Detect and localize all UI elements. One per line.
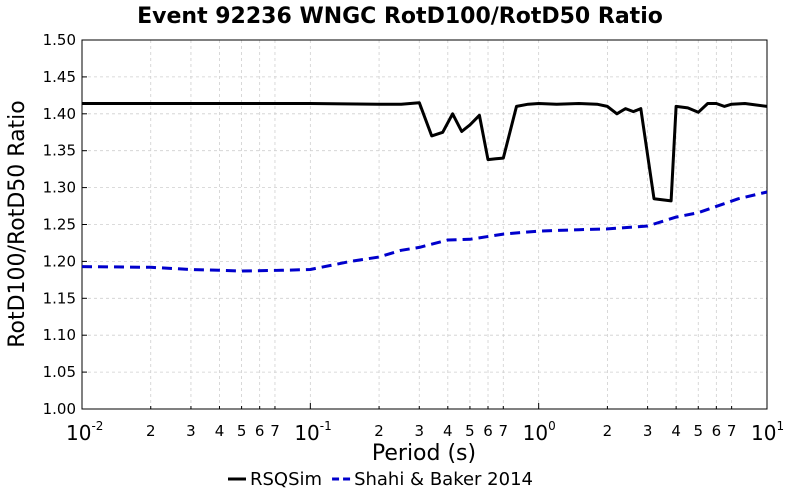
x-tick-label: 101 [751,419,784,445]
x-minor-tick-label: 4 [443,422,453,440]
x-minor-tick-label: 4 [671,422,681,440]
chart-title: Event 92236 WNGC RotD100/RotD50 Ratio [137,4,663,29]
y-tick-label: 1.45 [43,68,76,86]
x-minor-tick-label: 7 [270,422,280,440]
x-minor-tick-label: 5 [693,422,703,440]
x-axis-label: Period (s) [372,441,476,466]
x-minor-tick-label: 3 [186,422,196,440]
legend-label: Shahi & Baker 2014 [354,469,533,490]
x-tick-label: 100 [523,419,556,445]
y-tick-label: 1.50 [43,31,76,49]
x-tick-base: 10 [294,421,319,445]
y-tick-label: 1.40 [43,105,76,123]
series-line-shahi-baker-2014 [81,190,768,273]
x-tick-exponent: -1 [320,419,332,433]
series-line-rsqsim [82,101,768,203]
x-tick-base: 10 [66,421,91,445]
x-minor-tick-label: 3 [643,422,653,440]
x-tick-exponent: -2 [91,419,103,433]
x-minor-tick-label: 3 [415,422,425,440]
grid [81,39,768,410]
x-minor-tick-label: 6 [712,422,722,440]
series-layer [81,101,768,273]
y-axis-label: RotD100/RotD50 Ratio [5,100,30,348]
y-tick-label: 1.05 [43,363,76,381]
x-tick-base: 10 [751,421,776,445]
y-tick-label: 1.35 [43,142,76,160]
legend-label: RSQSim [250,469,322,490]
x-minor-tick-label: 6 [255,422,265,440]
x-tick-exponent: 0 [548,419,556,433]
x-minor-tick-label: 7 [727,422,737,440]
x-minor-tick-label: 4 [215,422,225,440]
x-tick-label: 10-1 [294,419,331,445]
y-tick-label: 1.30 [43,179,76,197]
x-tick-exponent: 1 [776,419,784,433]
x-minor-tick-label: 2 [374,422,384,440]
x-tick-label: 10-2 [66,419,103,445]
legend: RSQSim Shahi & Baker 2014 [228,469,533,490]
x-minor-tick-label: 2 [603,422,613,440]
x-minor-tick-label: 5 [237,422,247,440]
y-tick-label: 1.10 [43,326,76,344]
x-minor-tick-label: 2 [146,422,156,440]
x-tick-base: 10 [523,421,548,445]
x-minor-tick-label: 5 [465,422,475,440]
y-axis-ticks: 1.00 1.05 1.10 1.15 1.20 1.25 1.30 1.35 1.40 1.45… [43,31,87,418]
y-tick-label: 1.15 [43,289,76,307]
y-tick-label: 1.20 [43,252,76,270]
x-minor-tick-label: 7 [499,422,509,440]
y-tick-label: 1.00 [43,400,76,418]
x-minor-tick-label: 6 [483,422,493,440]
y-tick-label: 1.25 [43,216,76,234]
